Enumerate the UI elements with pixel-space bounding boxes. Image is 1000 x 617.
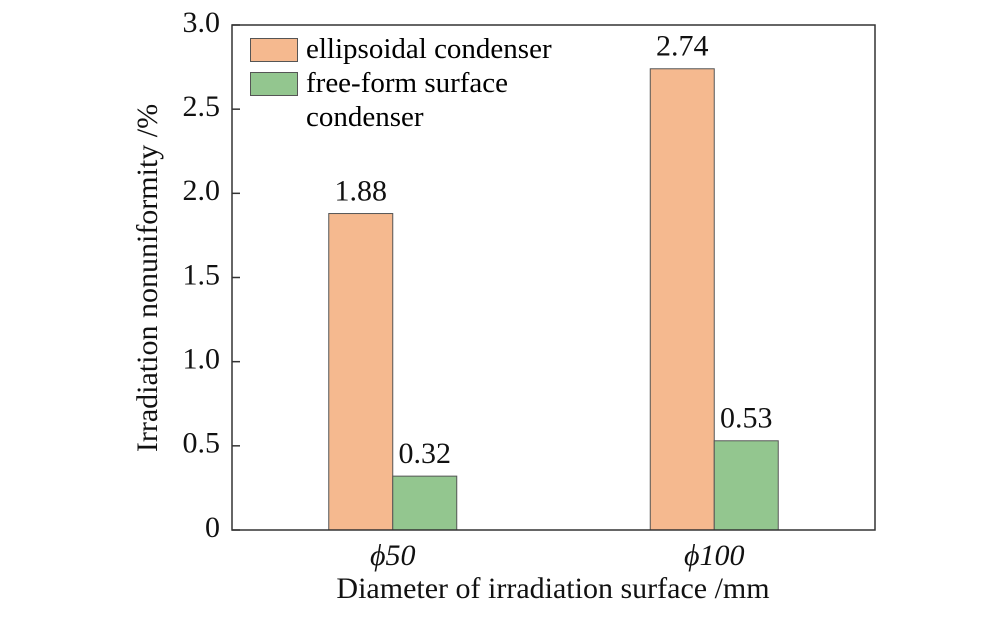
legend-label: free-form surface condenser xyxy=(306,67,509,133)
y-tick-label: 0.5 xyxy=(183,427,221,460)
y-tick-label: 3.0 xyxy=(183,6,221,39)
y-tick-label: 1.5 xyxy=(183,258,221,291)
y-tick-label: 2.0 xyxy=(183,174,221,207)
x-tick-label: ϕ100 xyxy=(684,539,745,572)
x-tick-label: ϕ50 xyxy=(370,539,416,572)
legend-item: ellipsoidal condenser xyxy=(250,32,640,66)
y-tick-label: 1.0 xyxy=(183,343,221,376)
y-axis-label: Irradiation nonuniformity /% xyxy=(131,104,164,452)
bar xyxy=(328,213,394,531)
data-label: 1.88 xyxy=(335,174,388,207)
data-label: 0.32 xyxy=(399,437,452,470)
legend-swatch xyxy=(250,38,298,62)
data-label: 0.53 xyxy=(720,402,773,435)
legend-label: ellipsoidal condenser xyxy=(306,33,552,65)
bar xyxy=(713,440,779,531)
legend-item: free-form surface condenser xyxy=(250,66,640,134)
legend-swatch xyxy=(250,72,298,96)
x-axis-label: Diameter of irradiation surface /mm xyxy=(336,572,769,605)
y-tick-label: 0 xyxy=(205,511,220,544)
bar xyxy=(392,475,458,531)
y-tick-label: 2.5 xyxy=(183,90,221,123)
bar xyxy=(649,68,715,531)
legend: ellipsoidal condenser free-form surface c… xyxy=(250,32,640,134)
data-label: 2.74 xyxy=(656,30,709,63)
plot-frame xyxy=(231,24,876,531)
